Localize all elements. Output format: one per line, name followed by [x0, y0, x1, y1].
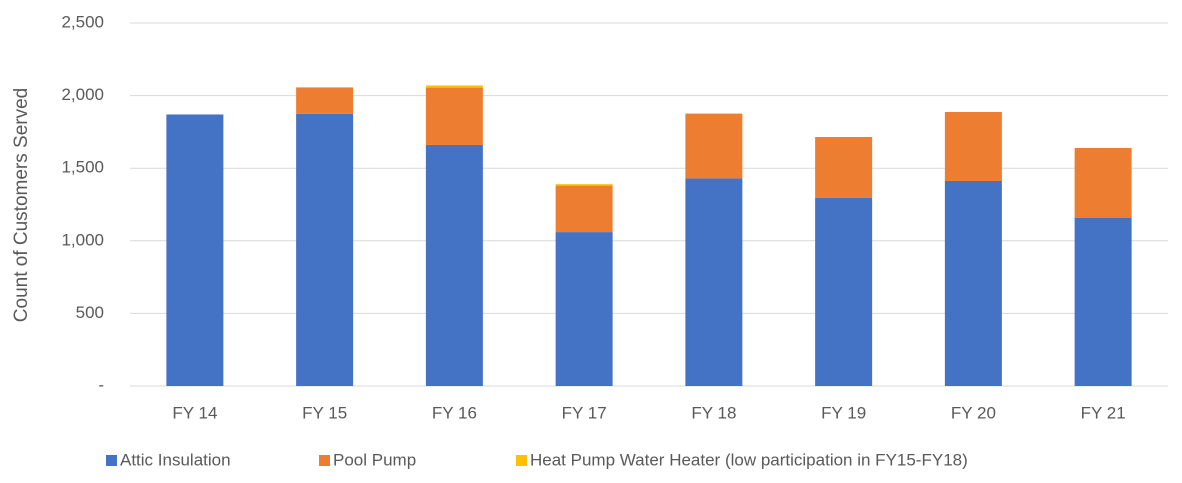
- x-tick-label: FY 18: [691, 403, 736, 422]
- y-tick-label: 1,500: [61, 158, 104, 177]
- bar-segment: [166, 114, 224, 386]
- bar-segment: [685, 178, 743, 386]
- legend-label: Pool Pump: [333, 450, 416, 469]
- bar-segment: [944, 180, 1002, 386]
- x-tick-label: FY 14: [172, 403, 217, 422]
- y-tick-label: 2,000: [61, 85, 104, 104]
- bar-segment: [425, 87, 483, 145]
- bar-segment: [425, 144, 483, 386]
- bar-segment: [815, 197, 873, 386]
- legend-label: Heat Pump Water Heater (low participatio…: [530, 450, 968, 469]
- bar-segment: [425, 85, 483, 88]
- bar-segment: [685, 113, 743, 179]
- bar-segment: [296, 113, 354, 386]
- x-tick-label: FY 19: [821, 403, 866, 422]
- x-tick-label: FY 20: [951, 403, 996, 422]
- x-tick-label: FY 15: [302, 403, 347, 422]
- y-tick-label: 1,000: [61, 230, 104, 249]
- bar-segment: [815, 136, 873, 198]
- bar-segment: [1074, 148, 1132, 219]
- bar-segment: [944, 112, 1002, 181]
- y-tick-label: 500: [76, 303, 104, 322]
- y-axis-label: Count of Customers Served: [11, 88, 32, 322]
- y-tick-label: -: [98, 375, 104, 394]
- legend-swatch: [516, 455, 527, 466]
- legend-label: Attic Insulation: [120, 450, 231, 469]
- x-tick-label: FY 17: [562, 403, 607, 422]
- bar-segment: [555, 184, 613, 186]
- bar-segment: [1074, 218, 1132, 386]
- x-tick-label: FY 16: [432, 403, 477, 422]
- bar-segment: [296, 87, 354, 114]
- bar-segment: [555, 185, 613, 233]
- legend-swatch: [319, 455, 330, 466]
- x-tick-label: FY 21: [1081, 403, 1126, 422]
- bar-segment: [555, 232, 613, 386]
- y-tick-label: 2,500: [61, 12, 104, 31]
- legend-swatch: [106, 455, 117, 466]
